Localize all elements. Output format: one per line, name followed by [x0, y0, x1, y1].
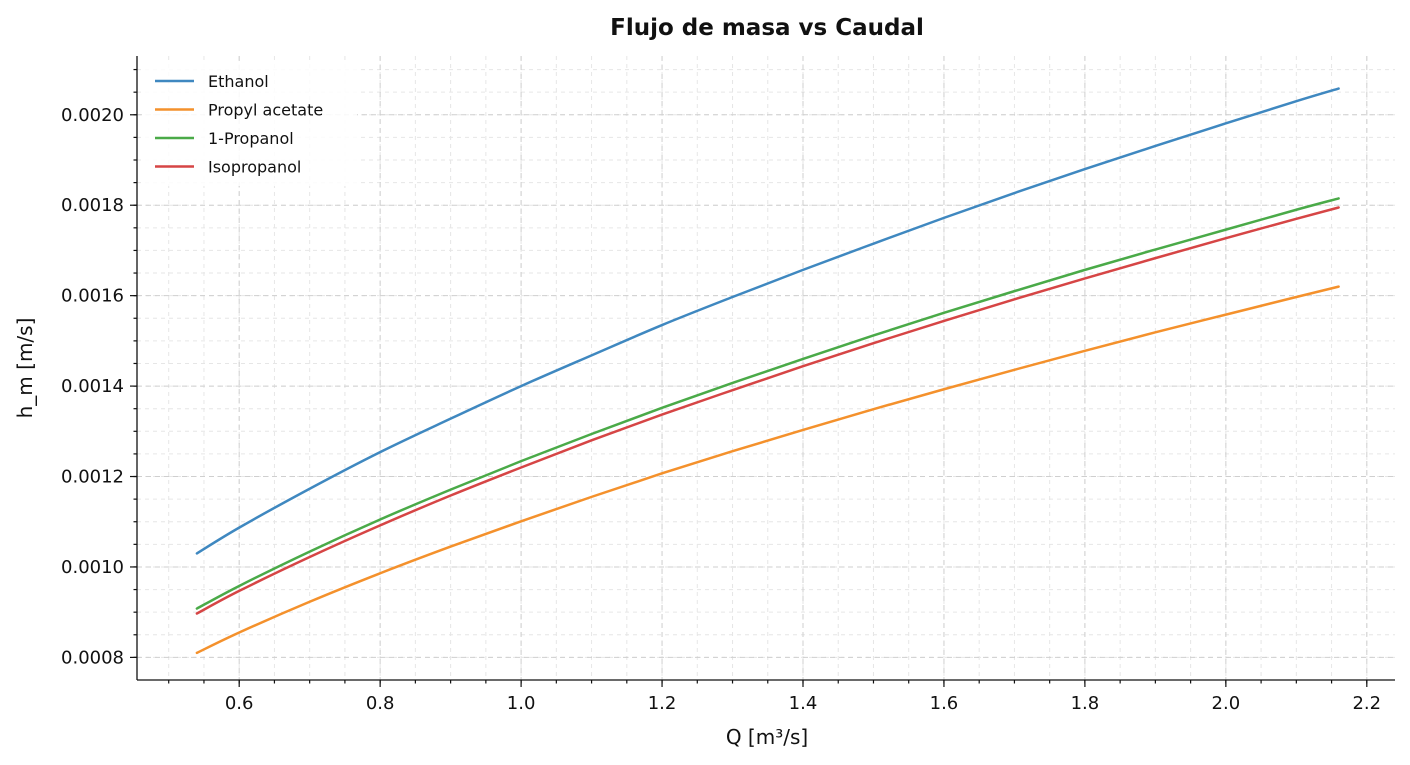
y-tick-label: 0.0008 [61, 647, 124, 668]
legend-label-ethanol: Ethanol [208, 72, 269, 91]
legend-label-propyl-acetate: Propyl acetate [208, 101, 323, 120]
x-tick-label: 1.8 [1071, 693, 1100, 714]
x-tick-label: 1.6 [930, 693, 959, 714]
y-axis-label: h_m [m/s] [13, 318, 37, 419]
x-tick-label: 2.2 [1352, 693, 1381, 714]
y-tick-label: 0.0014 [61, 376, 124, 397]
x-tick-label: 2.0 [1212, 693, 1241, 714]
y-tick-label: 0.0020 [61, 105, 124, 126]
x-tick-label: 1.4 [789, 693, 818, 714]
series-line-isopropanol [195, 206, 1340, 615]
x-tick-label: 1.0 [507, 693, 536, 714]
x-axis-label: Q [m³/s] [726, 725, 808, 749]
series-line-1-propanol [195, 197, 1340, 610]
y-tick-label: 0.0012 [61, 467, 124, 488]
axes [130, 56, 1395, 687]
y-tick-label: 0.0016 [61, 286, 124, 307]
series-line-propyl-acetate [195, 285, 1340, 655]
x-tick-label: 0.6 [225, 693, 254, 714]
chart-title: Flujo de masa vs Caudal [610, 15, 924, 41]
tick-labels: 0.6 0.8 1.0 1.2 1.4 1.6 1.8 2.0 2.2 0.0008 0.0010 0… [61, 105, 1381, 714]
legend-label-isopropanol: Isopropanol [208, 158, 301, 177]
y-tick-label: 0.0018 [61, 195, 124, 216]
legend-label-1-propanol: 1-Propanol [208, 129, 294, 148]
x-tick-label: 0.8 [366, 693, 395, 714]
legend: Ethanol Propyl acetate 1-Propanol Isopropan… [145, 64, 357, 186]
y-tick-label: 0.0010 [61, 557, 124, 578]
series-lines [195, 87, 1340, 655]
series-line-ethanol [195, 87, 1340, 555]
x-tick-label: 1.2 [648, 693, 677, 714]
